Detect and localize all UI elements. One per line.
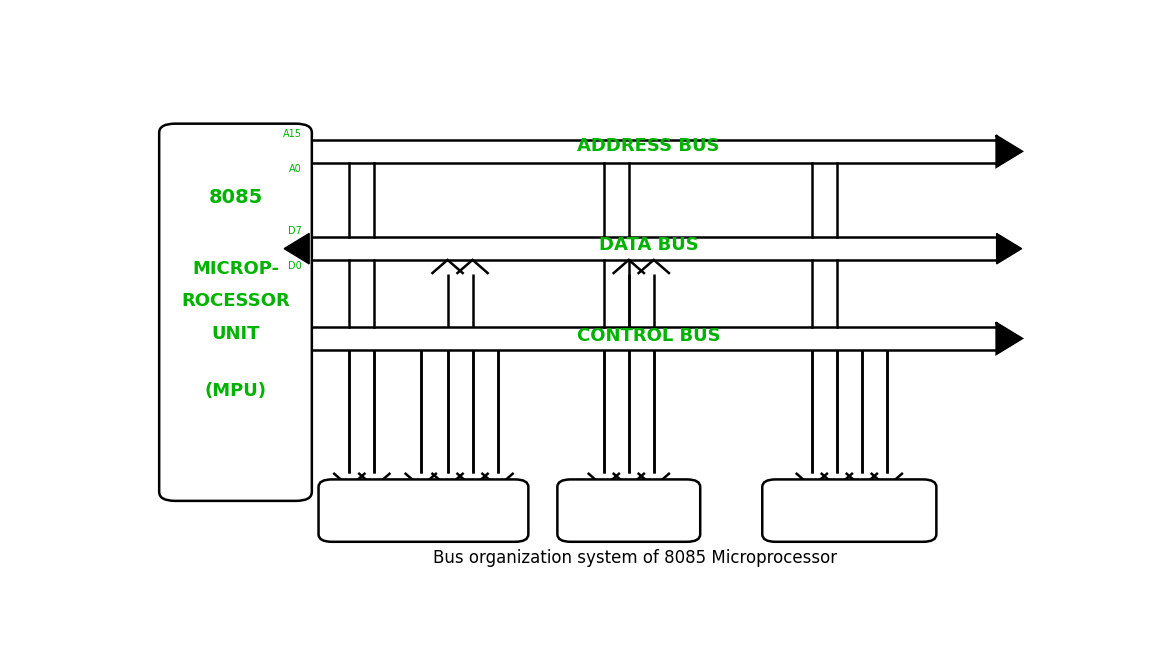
Text: DATA BUS: DATA BUS [599,236,698,254]
Text: 8085: 8085 [209,188,263,207]
Text: MEMORY: MEMORY [382,502,464,520]
Text: Bus organization system of 8085 Microprocessor: Bus organization system of 8085 Micropro… [433,549,838,567]
FancyBboxPatch shape [558,480,700,542]
Text: OUTPUT: OUTPUT [811,502,887,520]
Text: (MPU): (MPU) [205,382,266,400]
Text: UNIT: UNIT [211,325,259,343]
Text: INPUT: INPUT [600,502,658,520]
FancyBboxPatch shape [763,480,937,542]
Polygon shape [996,323,1022,354]
Text: MICROP-: MICROP- [192,260,279,278]
Text: A0: A0 [289,163,302,174]
Text: D0: D0 [288,261,302,271]
Polygon shape [285,233,309,264]
FancyBboxPatch shape [159,124,312,501]
Polygon shape [996,136,1022,167]
Polygon shape [996,233,1022,264]
FancyBboxPatch shape [319,480,529,542]
Text: ADDRESS BUS: ADDRESS BUS [577,137,720,155]
Text: A15: A15 [283,129,302,139]
Text: ROCESSOR: ROCESSOR [181,292,290,310]
Text: D7: D7 [288,226,302,236]
Text: CONTROL BUS: CONTROL BUS [577,327,720,345]
